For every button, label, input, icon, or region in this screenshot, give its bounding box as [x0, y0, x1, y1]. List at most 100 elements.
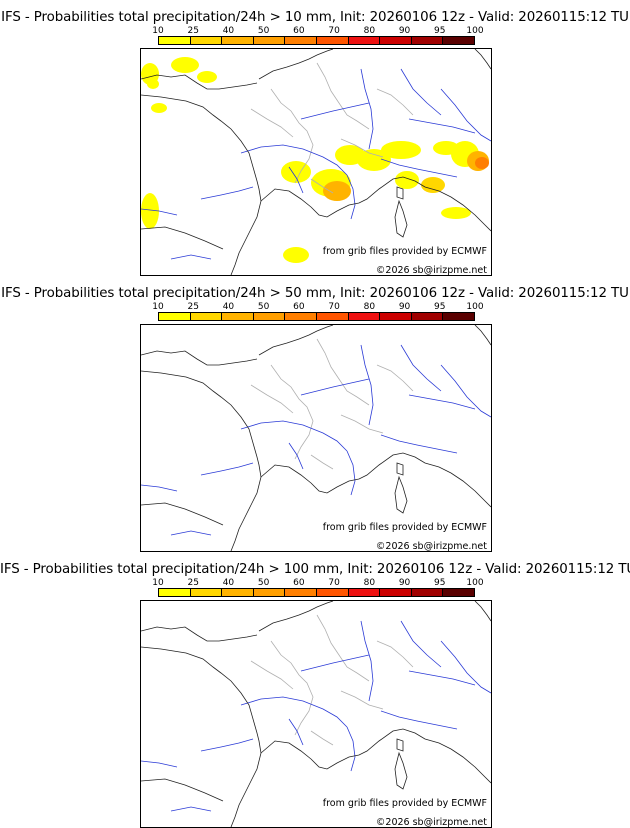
admin-border — [270, 364, 314, 460]
data-source-credit: from grib files provided by ECMWF — [322, 798, 487, 809]
river-line — [400, 344, 442, 392]
colorbar-tick-label: 70 — [328, 578, 340, 588]
precipitation-area — [147, 79, 159, 89]
colorbar-tick-label: 40 — [222, 26, 235, 36]
map-panel-10mm: IFS - Probabilities total precipitation/… — [0, 0, 630, 276]
colorbar-tick-label: 90 — [398, 302, 411, 312]
colorbar-segment — [253, 37, 286, 44]
colorbar — [158, 588, 475, 597]
colorbar-segment — [443, 313, 474, 320]
colorbar-segment — [316, 37, 349, 44]
admin-border — [270, 640, 314, 736]
colorbar-segment — [285, 589, 317, 596]
colorbar-segment — [443, 37, 474, 44]
coastline — [141, 226, 224, 250]
colorbar-segment — [411, 589, 444, 596]
colorbar-ticks: 10 25 40 50 60 70 80 90 95 100 — [152, 578, 483, 588]
map-canvas — [141, 325, 491, 551]
admin-border — [250, 108, 294, 138]
colorbar-segment — [285, 313, 317, 320]
colorbar-tick-label: 95 — [434, 578, 446, 588]
panel-title: IFS - Probabilities total precipitation/… — [1, 286, 629, 301]
colorbar-tick-label: 80 — [363, 26, 376, 36]
admin-border — [310, 730, 334, 746]
river-line — [380, 710, 458, 730]
coastline — [394, 751, 408, 790]
river-line — [346, 174, 356, 220]
admin-border — [316, 614, 370, 682]
precipitation-area — [323, 181, 351, 201]
coastline — [141, 626, 258, 642]
colorbar-tick-label: 100 — [466, 26, 484, 36]
coastline — [141, 94, 262, 275]
river-line — [300, 654, 370, 672]
admin-border — [316, 338, 370, 406]
precipitation-area — [171, 57, 199, 73]
river-line — [200, 186, 254, 200]
river-line — [240, 420, 348, 452]
colorbar-legend: 10 25 40 50 60 70 80 90 95 100 — [152, 578, 484, 598]
coastline — [141, 502, 224, 526]
precipitation-area — [357, 149, 391, 171]
colorbar-segment — [348, 589, 381, 596]
river-line — [141, 760, 178, 768]
colorbar — [158, 312, 475, 321]
coastline — [260, 176, 491, 232]
river-line — [440, 88, 491, 142]
admin-border — [250, 384, 294, 414]
map-panel-50mm: IFS - Probabilities total precipitation/… — [0, 276, 630, 552]
coastline — [394, 199, 408, 238]
river-line — [300, 102, 370, 120]
colorbar-segment — [443, 589, 474, 596]
river-line — [300, 378, 370, 396]
colorbar-tick-label: 70 — [328, 26, 340, 36]
river-line — [170, 530, 212, 536]
admin-border — [340, 690, 384, 710]
coastline — [141, 778, 224, 802]
river-line — [346, 726, 356, 772]
copyright-notice: ©2026 sb@irizpme.net — [375, 541, 487, 552]
river-line — [346, 450, 356, 496]
colorbar-legend: 10 25 40 50 60 70 80 90 95 100 — [152, 302, 484, 322]
river-line — [408, 118, 476, 134]
colorbar-tick-label: 80 — [363, 578, 376, 588]
colorbar-tick-label: 50 — [257, 578, 270, 588]
colorbar-segment — [190, 37, 223, 44]
precipitation-area — [421, 177, 445, 193]
colorbar-tick-label: 50 — [257, 302, 270, 312]
river-line — [288, 442, 304, 470]
coastline — [258, 325, 334, 356]
colorbar-tick-label: 100 — [466, 302, 484, 312]
colorbar-tick-label: 40 — [222, 302, 235, 312]
river-line — [170, 806, 212, 812]
colorbar-tick-label: 95 — [434, 302, 446, 312]
colorbar-tick-label: 50 — [257, 26, 270, 36]
river-line — [400, 620, 442, 668]
coastline — [260, 452, 491, 508]
map-canvas — [141, 49, 491, 275]
coastline — [474, 325, 491, 346]
coastline — [396, 738, 404, 752]
colorbar-segment — [380, 313, 412, 320]
colorbar-tick-label: 90 — [398, 578, 411, 588]
colorbar-ticks: 10 25 40 50 60 70 80 90 95 100 — [152, 302, 483, 312]
colorbar-tick-label: 10 — [152, 302, 164, 312]
colorbar — [158, 36, 475, 45]
river-line — [200, 462, 254, 476]
colorbar-segment — [253, 313, 286, 320]
colorbar-segment — [222, 313, 254, 320]
river-line — [288, 166, 304, 194]
river-line — [408, 394, 476, 410]
colorbar-segment — [159, 313, 191, 320]
precipitation-map: from grib files provided by ECMWF ©2026 … — [140, 324, 492, 552]
colorbar-tick-label: 90 — [398, 26, 411, 36]
map-canvas — [141, 601, 491, 827]
data-source-credit: from grib files provided by ECMWF — [322, 246, 487, 257]
colorbar-ticks: 10 25 40 50 60 70 80 90 95 100 — [152, 26, 483, 36]
coastline — [394, 475, 408, 514]
colorbar-tick-label: 40 — [222, 578, 235, 588]
colorbar-segment — [316, 313, 349, 320]
colorbar-legend: 10 25 40 50 60 70 80 90 95 100 — [152, 26, 484, 46]
coastline — [396, 462, 404, 476]
coastline — [474, 49, 491, 70]
